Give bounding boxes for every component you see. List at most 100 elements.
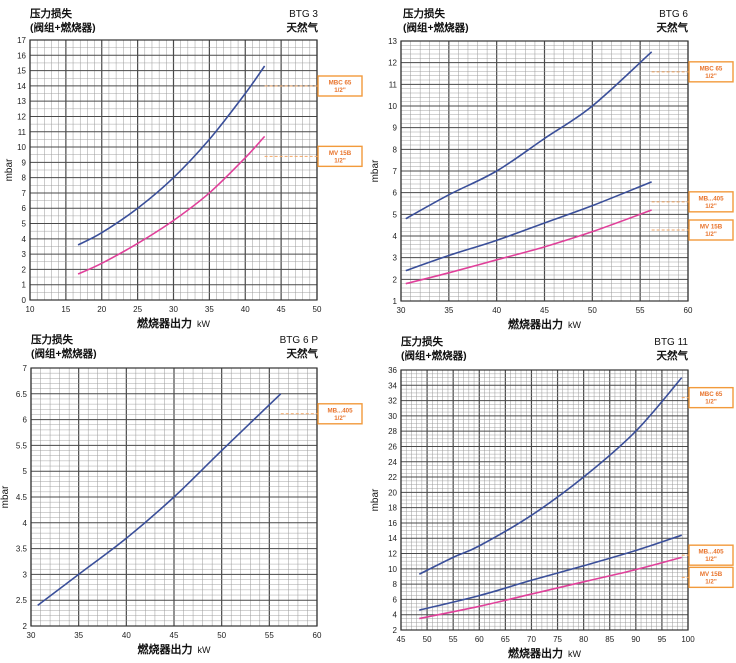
x-tick-label: 35 — [74, 631, 83, 640]
series-tag-sublabel: 1/2" — [334, 415, 346, 422]
y-tick-label: 6.5 — [16, 390, 28, 399]
series-tag-label: MB...405 — [698, 549, 724, 556]
x-tick-label: 50 — [217, 631, 226, 640]
y-tick-label: 36 — [388, 366, 397, 375]
chart-title-line2: (阀组+燃烧器) — [401, 349, 467, 362]
x-tick-label: 55 — [636, 306, 645, 315]
grid — [30, 367, 318, 627]
series-tag-label: MV 15B — [700, 224, 723, 231]
x-tick-label: 45 — [397, 635, 406, 644]
series-tag-sublabel: 1/2" — [705, 231, 717, 238]
y-tick-label: 7 — [393, 167, 398, 176]
x-tick-label: 40 — [122, 631, 131, 640]
y-tick-label: 6 — [393, 595, 398, 604]
series-tag-sublabel: 1/2" — [334, 87, 346, 94]
y-tick-label: 14 — [17, 82, 26, 91]
series-tag-label: MV 15B — [329, 150, 352, 157]
y-tick-label: 3.5 — [16, 545, 28, 554]
y-tick-label: 22 — [388, 473, 397, 482]
series-tag-label: MV 15B — [700, 571, 723, 578]
model-label: BTG 3 — [289, 9, 318, 20]
y-tick-label: 3 — [22, 250, 27, 259]
series-tag-sublabel: 1/2" — [705, 73, 717, 80]
x-tick-label: 25 — [133, 305, 142, 314]
model-label: BTG 11 — [654, 337, 688, 348]
y-axis-label: mbar — [370, 159, 381, 182]
series-line-2 — [419, 556, 682, 620]
y-tick-label: 24 — [388, 458, 397, 467]
x-tick-label: 15 — [61, 305, 70, 314]
y-tick-label: 5.5 — [16, 441, 28, 450]
x-tick-label: 30 — [169, 305, 178, 314]
y-tick-label: 26 — [388, 442, 397, 451]
y-tick-label: 12 — [388, 59, 397, 68]
y-tick-label: 16 — [388, 519, 397, 528]
series-line-0 — [418, 377, 683, 575]
y-tick-label: 6 — [23, 416, 28, 425]
series-tag-box — [688, 61, 734, 83]
series-line-0 — [405, 51, 653, 220]
y-tick-label: 0 — [22, 296, 27, 305]
x-axis-label: 燃烧器出力 kW — [137, 642, 212, 656]
x-tick-label: 50 — [313, 305, 322, 314]
y-tick-label: 5 — [23, 467, 28, 476]
x-tick-label: 60 — [313, 631, 322, 640]
y-tick-label: 3 — [23, 570, 28, 579]
chart-title-line1: 压力损失 — [403, 7, 445, 20]
series-tag-sublabel: 1/2" — [705, 556, 717, 563]
y-tick-label: 9 — [393, 124, 398, 133]
x-tick-label: 30 — [27, 631, 36, 640]
series-tag-label: MBC 65 — [700, 391, 723, 398]
y-tick-label: 16 — [17, 51, 26, 60]
y-tick-label: 30 — [388, 412, 397, 421]
x-tick-label: 70 — [527, 635, 536, 644]
x-tick-label: 85 — [605, 635, 614, 644]
series-tag-box — [317, 75, 363, 97]
gas-label: 天然气 — [287, 347, 319, 360]
y-tick-label: 12 — [17, 112, 26, 121]
series-tag-label: MB...405 — [327, 407, 353, 414]
x-tick-label: 10 — [26, 305, 35, 314]
chart-btg11: 45 50 55 60 65 70 75 80 85 90 95 100246810121416182… — [370, 335, 734, 660]
x-tick-label: 60 — [684, 306, 693, 315]
y-tick-label: 4.5 — [16, 493, 28, 502]
series-tag-box — [317, 145, 363, 168]
series-line-1 — [405, 181, 652, 272]
y-tick-label: 14 — [388, 534, 397, 543]
y-tick-label: 10 — [388, 565, 397, 574]
series-tag-sublabel: 1/2" — [705, 399, 717, 406]
x-tick-label: 90 — [631, 635, 640, 644]
plot-frame — [30, 367, 318, 627]
plot-frame — [29, 39, 318, 301]
series-tag-box — [688, 566, 734, 589]
y-tick-label: 8 — [22, 174, 27, 183]
x-tick-label: 40 — [492, 306, 501, 315]
y-tick-label: 4 — [393, 232, 398, 241]
y-tick-label: 8 — [393, 580, 398, 589]
y-axis-label: mbar — [0, 485, 11, 508]
chart-title-line1: 压力损失 — [30, 7, 72, 20]
series-tag-box — [688, 386, 734, 409]
series-tag-label: MBC 65 — [329, 80, 352, 87]
y-tick-label: 34 — [388, 381, 397, 390]
x-tick-label: 65 — [501, 635, 510, 644]
grid — [29, 39, 318, 301]
series-tag-label: MBC 65 — [700, 65, 723, 72]
gas-label: 天然气 — [287, 21, 319, 34]
model-label: BTG 6 P — [280, 335, 319, 346]
series-tag-sublabel: 1/2" — [334, 157, 346, 164]
y-tick-label: 20 — [388, 488, 397, 497]
series-tag-sublabel: 1/2" — [705, 203, 717, 210]
x-tick-label: 80 — [579, 635, 588, 644]
y-tick-label: 18 — [388, 504, 397, 513]
y-tick-label: 6 — [22, 204, 27, 213]
series-tag-box — [688, 191, 734, 213]
y-tick-label: 9 — [22, 158, 27, 167]
y-tick-label: 10 — [388, 102, 397, 111]
y-tick-label: 2.5 — [16, 596, 28, 605]
series-tag-sublabel: 1/2" — [705, 578, 717, 585]
x-tick-label: 45 — [170, 631, 179, 640]
y-tick-label: 8 — [393, 145, 398, 154]
series-line-1 — [77, 135, 266, 275]
x-axis-label: 燃烧器出力 kW — [507, 646, 582, 660]
